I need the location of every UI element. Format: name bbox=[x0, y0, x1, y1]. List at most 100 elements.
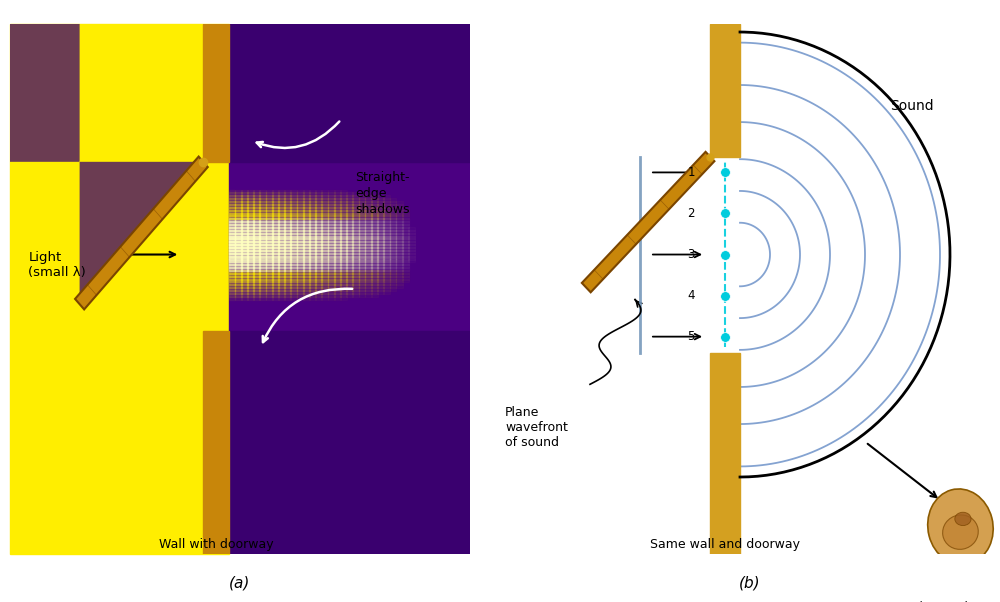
Bar bbox=[340, 270, 347, 274]
Bar bbox=[272, 206, 279, 211]
Bar bbox=[297, 290, 304, 294]
Bar bbox=[396, 284, 403, 288]
Bar bbox=[346, 247, 353, 251]
Bar bbox=[253, 267, 260, 271]
Bar bbox=[321, 227, 328, 231]
Bar bbox=[235, 216, 242, 219]
Bar bbox=[359, 221, 365, 225]
Bar bbox=[284, 296, 291, 300]
Bar bbox=[334, 198, 341, 202]
Bar bbox=[328, 258, 335, 262]
Bar bbox=[402, 273, 409, 277]
Bar bbox=[266, 247, 273, 251]
Bar bbox=[247, 256, 254, 259]
Bar bbox=[297, 276, 304, 279]
Bar bbox=[346, 221, 353, 225]
Bar bbox=[371, 230, 378, 234]
Bar bbox=[359, 258, 365, 262]
Bar bbox=[247, 261, 254, 265]
Bar bbox=[396, 267, 403, 271]
Bar bbox=[247, 290, 254, 294]
Bar bbox=[290, 296, 297, 300]
Bar bbox=[383, 219, 390, 222]
Bar bbox=[229, 213, 235, 216]
Bar bbox=[235, 193, 242, 196]
Bar bbox=[272, 209, 279, 214]
Bar bbox=[303, 219, 310, 222]
Bar bbox=[334, 213, 341, 216]
Bar bbox=[266, 235, 273, 240]
Bar bbox=[241, 241, 248, 245]
Bar bbox=[365, 213, 372, 216]
Bar bbox=[365, 204, 372, 208]
Bar bbox=[402, 247, 409, 251]
Bar bbox=[241, 296, 248, 300]
Bar bbox=[241, 273, 248, 277]
Bar bbox=[390, 264, 396, 268]
Bar bbox=[284, 235, 291, 240]
Bar bbox=[315, 270, 322, 274]
Bar bbox=[303, 204, 310, 208]
Bar bbox=[284, 238, 291, 242]
Bar bbox=[235, 219, 242, 222]
Bar bbox=[383, 195, 390, 199]
Bar bbox=[321, 253, 328, 256]
Bar bbox=[371, 221, 378, 225]
Bar bbox=[259, 284, 266, 288]
Bar bbox=[365, 241, 372, 245]
Bar bbox=[303, 213, 310, 216]
Bar bbox=[365, 258, 372, 262]
Bar bbox=[297, 190, 304, 193]
Bar bbox=[272, 198, 279, 202]
Bar bbox=[377, 216, 384, 219]
Bar bbox=[290, 261, 297, 265]
Bar bbox=[284, 195, 291, 199]
Bar bbox=[284, 250, 291, 254]
Bar bbox=[290, 198, 297, 202]
Bar bbox=[229, 279, 235, 282]
Text: (b): (b) bbox=[739, 575, 761, 590]
Bar bbox=[278, 238, 285, 242]
Bar bbox=[340, 276, 347, 279]
Polygon shape bbox=[75, 157, 208, 309]
Bar bbox=[396, 282, 403, 285]
Bar bbox=[235, 296, 242, 300]
Bar bbox=[328, 287, 335, 291]
Bar bbox=[328, 227, 335, 231]
Bar bbox=[377, 204, 384, 208]
Bar bbox=[229, 296, 235, 300]
Bar bbox=[334, 193, 341, 196]
Bar bbox=[383, 209, 390, 214]
Bar bbox=[359, 273, 365, 277]
Bar bbox=[359, 270, 365, 274]
Bar bbox=[346, 282, 353, 285]
Bar bbox=[334, 267, 341, 271]
Bar bbox=[266, 256, 273, 259]
Bar bbox=[321, 195, 328, 199]
Bar bbox=[278, 247, 285, 251]
Bar bbox=[315, 193, 322, 196]
Bar bbox=[365, 267, 372, 271]
Bar bbox=[365, 256, 372, 259]
Bar bbox=[396, 261, 403, 265]
Bar bbox=[235, 235, 242, 240]
Bar bbox=[297, 296, 304, 300]
Bar bbox=[303, 198, 310, 202]
Bar bbox=[266, 253, 273, 256]
Bar bbox=[297, 279, 304, 282]
Bar bbox=[346, 290, 353, 294]
Bar bbox=[297, 267, 304, 271]
Bar bbox=[235, 282, 242, 285]
Bar bbox=[309, 235, 316, 240]
Bar bbox=[365, 238, 372, 242]
Bar bbox=[297, 241, 304, 245]
Bar bbox=[710, 24, 740, 157]
Bar bbox=[278, 227, 285, 231]
Bar bbox=[390, 201, 396, 205]
Bar bbox=[396, 250, 403, 254]
Bar bbox=[396, 253, 403, 256]
Bar bbox=[340, 198, 347, 202]
Bar bbox=[203, 24, 229, 162]
Bar bbox=[297, 224, 304, 228]
Bar bbox=[359, 241, 365, 245]
